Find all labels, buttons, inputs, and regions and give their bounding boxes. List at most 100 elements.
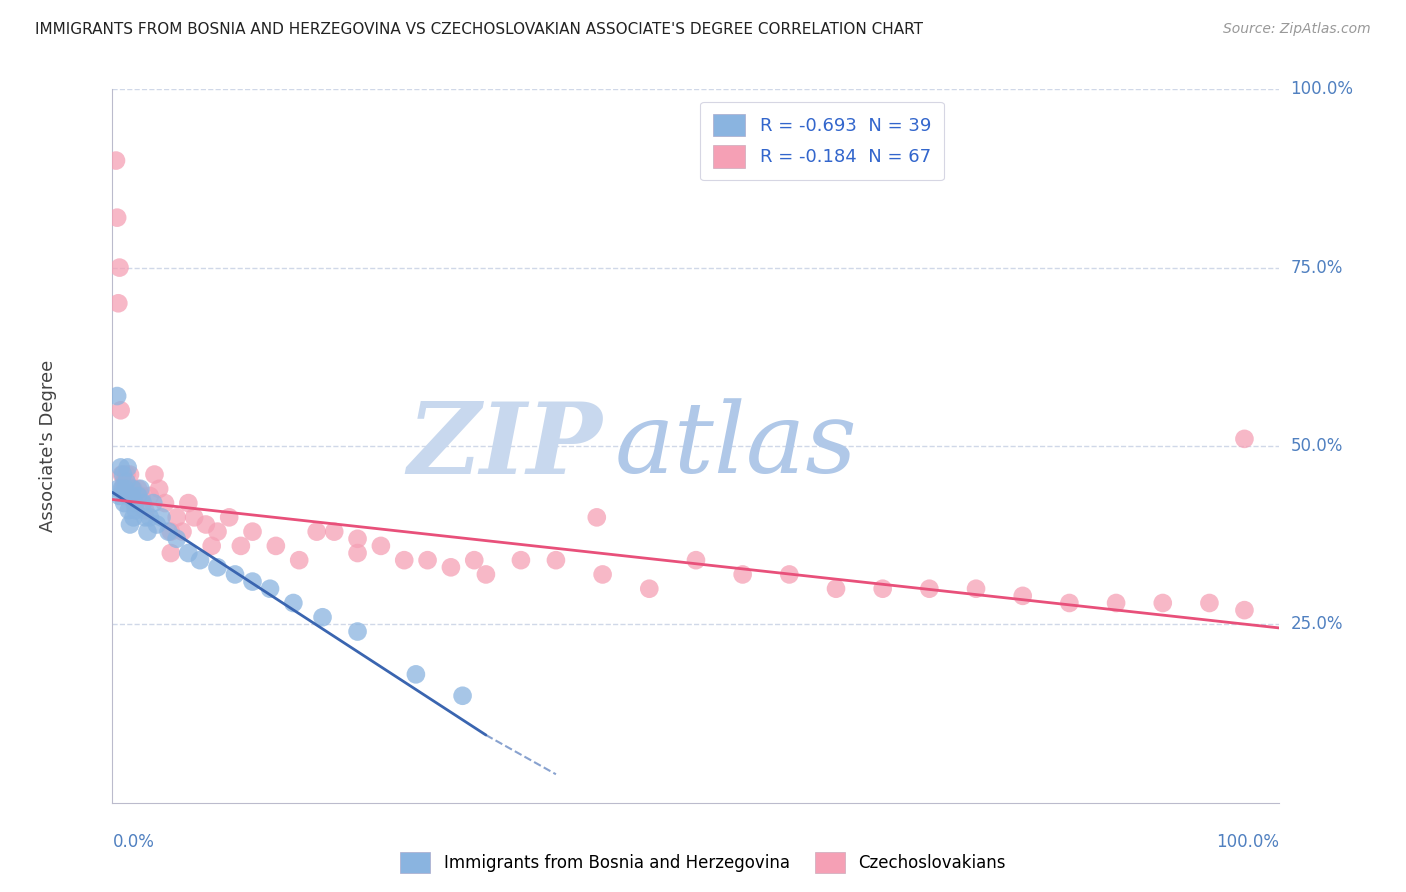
Point (288, 553, 311, 567)
Point (134, 503, 156, 517)
Point (118, 482, 141, 496)
Point (115, 475, 138, 489)
Point (1059, 596, 1081, 610)
Point (218, 510, 240, 524)
Text: 75.0%: 75.0% (1291, 259, 1343, 277)
Point (965, 582, 987, 596)
Point (440, 560, 463, 574)
Text: 25.0%: 25.0% (1291, 615, 1343, 633)
Point (104, 153, 127, 168)
Point (1233, 603, 1256, 617)
Point (416, 553, 439, 567)
Point (242, 524, 264, 539)
Point (177, 546, 200, 560)
Point (127, 489, 149, 503)
Point (131, 489, 153, 503)
Point (592, 567, 614, 582)
Point (311, 610, 333, 624)
Point (111, 482, 134, 496)
Text: IMMIGRANTS FROM BOSNIA AND HERZEGOVINA VS CZECHOSLOVAKIAN ASSOCIATE'S DEGREE COR: IMMIGRANTS FROM BOSNIA AND HERZEGOVINA V… (35, 22, 924, 37)
Point (172, 524, 194, 539)
Point (132, 496, 155, 510)
Text: Associate's Degree: Associate's Degree (39, 359, 58, 533)
Point (177, 496, 200, 510)
Point (166, 510, 188, 524)
Text: ZIP: ZIP (408, 398, 603, 494)
Point (207, 524, 229, 539)
Point (160, 524, 183, 539)
Point (107, 482, 129, 496)
Point (118, 503, 141, 517)
Point (638, 582, 661, 596)
Point (1233, 432, 1256, 446)
Point (475, 567, 498, 582)
Point (509, 553, 531, 567)
Point (127, 482, 149, 496)
Point (201, 539, 224, 553)
Point (108, 260, 131, 275)
Point (129, 482, 152, 496)
Point (370, 539, 392, 553)
Point (463, 553, 485, 567)
Point (242, 574, 264, 589)
Point (346, 532, 368, 546)
Point (207, 560, 229, 574)
Point (585, 510, 607, 524)
Point (1105, 596, 1128, 610)
Point (148, 482, 170, 496)
Point (166, 532, 188, 546)
Text: 100.0%: 100.0% (1291, 80, 1354, 98)
Point (120, 489, 142, 503)
Point (122, 510, 145, 524)
Point (111, 482, 134, 496)
Point (229, 539, 252, 553)
Point (825, 582, 848, 596)
Point (323, 524, 346, 539)
Point (283, 596, 305, 610)
Legend: R = -0.693  N = 39, R = -0.184  N = 67: R = -0.693 N = 39, R = -0.184 N = 67 (700, 102, 943, 180)
Text: 0.0%: 0.0% (112, 833, 155, 851)
Text: Source: ZipAtlas.com: Source: ZipAtlas.com (1223, 22, 1371, 37)
Point (451, 689, 474, 703)
Point (110, 460, 132, 475)
Point (188, 553, 211, 567)
Point (105, 389, 128, 403)
Point (259, 582, 281, 596)
Point (157, 524, 180, 539)
Text: 50.0%: 50.0% (1291, 437, 1343, 455)
Point (685, 553, 707, 567)
Text: atlas: atlas (614, 399, 858, 493)
Point (110, 403, 132, 417)
Point (122, 482, 145, 496)
Point (183, 510, 205, 524)
Point (121, 482, 143, 496)
Point (118, 517, 141, 532)
Point (305, 524, 328, 539)
Point (224, 567, 246, 582)
Point (112, 475, 135, 489)
Point (139, 510, 162, 524)
Point (105, 211, 128, 225)
Point (118, 467, 141, 482)
Point (778, 567, 800, 582)
Point (394, 553, 416, 567)
Point (544, 553, 567, 567)
Point (150, 510, 173, 524)
Point (107, 296, 129, 310)
Point (114, 482, 136, 496)
Point (125, 503, 148, 517)
Point (139, 489, 162, 503)
Point (143, 467, 166, 482)
Point (1011, 589, 1033, 603)
Text: 100.0%: 100.0% (1216, 833, 1279, 851)
Point (120, 482, 142, 496)
Point (117, 489, 139, 503)
Point (346, 624, 368, 639)
Point (108, 489, 131, 503)
Point (194, 517, 217, 532)
Point (112, 496, 135, 510)
Point (1152, 596, 1174, 610)
Point (264, 539, 287, 553)
Point (111, 467, 134, 482)
Point (117, 460, 139, 475)
